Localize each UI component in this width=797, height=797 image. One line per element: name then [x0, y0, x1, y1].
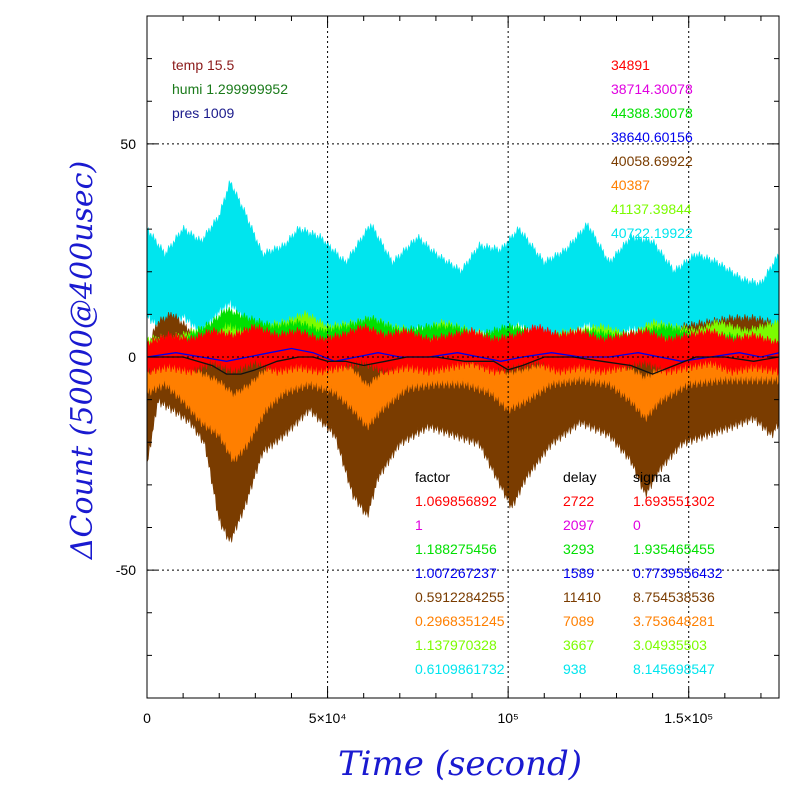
table-cell-sigma: 1.693551302 [633, 493, 715, 509]
y-axis-label: ΔCount (50000@400usec) [65, 161, 100, 560]
table-cell-sigma: 3.753648281 [633, 613, 715, 629]
table-header-delay: delay [563, 469, 596, 485]
table-cell-factor: 1.069856892 [415, 493, 497, 509]
table-header-sigma: sigma [633, 469, 671, 485]
table-cell-delay: 7089 [563, 613, 594, 629]
table-cell-delay: 2722 [563, 493, 594, 509]
series-mean: 40387 [611, 177, 650, 193]
table-cell-delay: 11410 [563, 589, 601, 605]
series-table: factor delay sigma 1.069856892 2722 1.6935513… [415, 469, 723, 677]
grid [147, 16, 779, 698]
env-temp: temp 15.5 [172, 57, 234, 73]
table-cell-delay: 938 [563, 661, 587, 677]
table-cell-sigma: 0.7739556432 [633, 565, 723, 581]
table-cell-factor: 1.137970328 [415, 637, 497, 653]
table-cell-sigma: 8.754538536 [633, 589, 715, 605]
series-mean: 40722.19922 [611, 225, 693, 241]
x-axis-label: Time (second) [338, 744, 582, 784]
line-black [147, 356, 780, 375]
table-cell-factor: 1 [415, 517, 423, 533]
table-cell-factor: 0.6109861732 [415, 661, 505, 677]
table-cell-delay: 2097 [563, 517, 594, 533]
series-mean: 38640.60156 [611, 129, 693, 145]
table-cell-factor: 0.2968351245 [415, 613, 505, 629]
env-pres: pres 1009 [172, 105, 234, 121]
y-tick-label: -50 [116, 562, 136, 578]
table-cell-factor: 1.188275456 [415, 541, 497, 557]
table-cell-factor: 0.5912284255 [415, 589, 505, 605]
env-readout: temp 15.5 humi 1.299999952 pres 1009 [172, 57, 288, 121]
x-tick-label: 0 [143, 710, 151, 726]
series-mean: 38714.30078 [611, 81, 693, 97]
env-humi: humi 1.299999952 [172, 81, 288, 97]
table-cell-sigma: 0 [633, 517, 641, 533]
table-cell-sigma: 1.935465455 [633, 541, 715, 557]
table-cell-factor: 1.007267237 [415, 565, 497, 581]
series-mean: 44388.30078 [611, 105, 693, 121]
table-cell-delay: 3667 [563, 637, 594, 653]
series-mean: 34891 [611, 57, 650, 73]
table-cell-delay: 1589 [563, 565, 594, 581]
y-tick-label: 50 [120, 136, 136, 152]
x-tick-label: 10⁵ [497, 710, 518, 726]
table-cell-sigma: 8.145698547 [633, 661, 715, 677]
table-cell-delay: 3293 [563, 541, 594, 557]
data-bands [146, 180, 780, 543]
series-mean: 40058.69922 [611, 153, 693, 169]
table-cell-sigma: 3.04935503 [633, 637, 707, 653]
x-tick-label: 1.5×10⁵ [664, 710, 713, 726]
line-blue [146, 347, 780, 362]
series-means: 34891 38714.30078 44388.30078 38640.60156 40… [611, 57, 693, 241]
series-mean: 41137.39844 [611, 201, 692, 217]
x-tick-label: 5×10⁴ [309, 710, 347, 726]
ticks: 0 5×10⁴ 10⁵ 1.5×10⁵ 50 0 -50 [116, 15, 779, 726]
data-lines [146, 347, 780, 375]
y-tick-label: 0 [128, 349, 136, 365]
table-header-factor: factor [415, 469, 450, 485]
